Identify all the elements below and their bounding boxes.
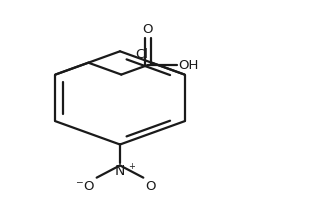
Text: $^+$: $^+$ (127, 162, 136, 175)
Text: OH: OH (178, 59, 198, 71)
Text: $^{-}$O: $^{-}$O (75, 180, 95, 192)
Text: O: O (142, 23, 153, 36)
Text: Cl: Cl (135, 48, 148, 61)
Text: N: N (115, 164, 125, 178)
Text: O: O (145, 180, 155, 192)
